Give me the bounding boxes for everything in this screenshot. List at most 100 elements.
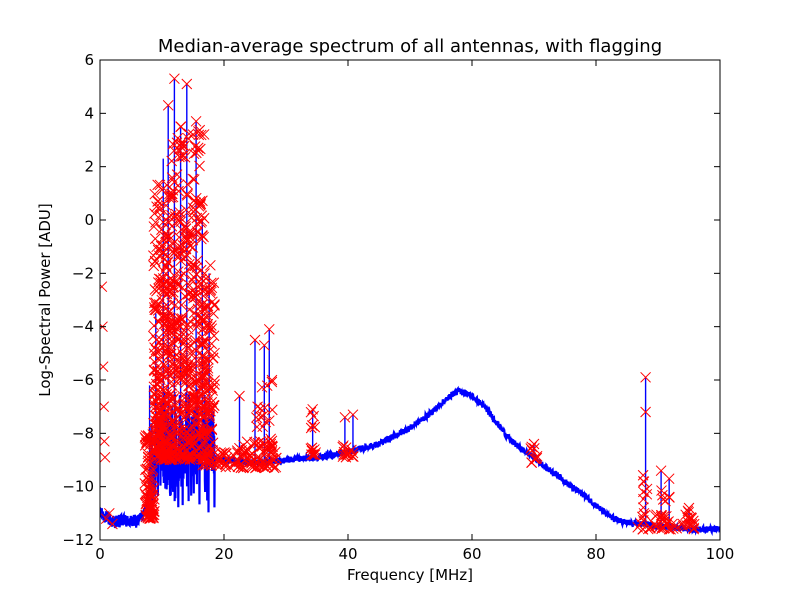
flag-marker xyxy=(193,145,204,157)
flag-marker xyxy=(248,438,260,450)
flag-marker xyxy=(188,148,200,160)
flag-marker xyxy=(171,403,182,415)
flag-marker xyxy=(180,204,192,216)
plot-frame xyxy=(99,59,721,541)
flag-marker xyxy=(177,142,188,154)
flag-marker xyxy=(174,424,185,436)
flag-marker xyxy=(155,240,167,252)
flag-marker xyxy=(188,174,200,185)
flag-marker xyxy=(166,192,177,203)
flag-marker xyxy=(177,390,188,402)
flag-marker xyxy=(170,299,181,311)
flag-marker xyxy=(184,279,195,291)
flag-marker xyxy=(305,422,317,434)
flag-marker xyxy=(235,462,247,474)
flag-marker xyxy=(661,510,672,522)
flag-marker xyxy=(339,411,351,423)
flag-marker xyxy=(206,423,218,435)
flag-marker xyxy=(186,226,198,238)
flag-marker xyxy=(205,277,217,289)
flag-marker xyxy=(162,398,173,409)
flag-marker xyxy=(682,517,694,528)
flag-marker xyxy=(199,284,211,296)
flag-marker xyxy=(197,436,209,448)
flag-marker xyxy=(206,424,218,436)
flag-marker xyxy=(184,304,195,316)
flag-marker xyxy=(209,375,221,386)
flag-marker xyxy=(186,450,197,462)
flag-marker xyxy=(142,471,154,482)
flag-marker xyxy=(200,336,212,348)
flag-marker xyxy=(148,320,160,332)
flag-marker xyxy=(241,436,253,448)
flag-marker xyxy=(190,115,202,127)
flag-marker xyxy=(198,411,210,423)
flag-marker xyxy=(640,406,651,418)
flag-marker xyxy=(167,138,179,150)
flag-marker xyxy=(152,196,163,207)
flag-marker xyxy=(192,374,203,385)
flag-marker xyxy=(176,430,187,441)
flag-marker xyxy=(686,518,698,530)
flag-marker xyxy=(198,231,209,243)
flag-marker xyxy=(176,224,187,235)
flag-marker xyxy=(637,476,649,487)
series-layer xyxy=(100,73,720,537)
flag-marker xyxy=(161,288,173,300)
flag-marker xyxy=(667,523,679,534)
flag-marker xyxy=(172,334,184,346)
flag-marker xyxy=(247,461,259,473)
flag-marker xyxy=(190,288,202,299)
flag-marker xyxy=(528,438,540,450)
flag-marker xyxy=(208,399,220,411)
flag-marker xyxy=(194,160,205,172)
flag-marker xyxy=(309,421,321,433)
flag-marker xyxy=(197,315,209,327)
flag-marker xyxy=(166,380,178,391)
flag-marker xyxy=(148,488,159,500)
flag-marker xyxy=(153,420,165,431)
flag-marker xyxy=(155,274,166,285)
y-tick-label: −2 xyxy=(72,264,94,282)
flag-marker xyxy=(152,361,163,373)
flag-marker xyxy=(174,207,186,218)
flag-marker xyxy=(202,365,214,377)
flag-marker xyxy=(642,523,654,535)
flag-marker xyxy=(263,323,275,335)
flag-marker xyxy=(168,247,180,259)
flag-marker xyxy=(204,409,216,421)
flag-marker xyxy=(199,352,211,364)
flag-marker xyxy=(657,494,669,505)
flag-marker xyxy=(176,282,188,293)
flag-marker xyxy=(340,442,352,453)
x-tick-label: 0 xyxy=(95,545,105,563)
flag-marker xyxy=(172,214,184,226)
flag-marker xyxy=(188,271,200,283)
flag-marker xyxy=(201,369,213,380)
flag-marker xyxy=(159,449,171,460)
flag-marker xyxy=(181,408,192,420)
flag-marker xyxy=(525,443,537,454)
flag-marker xyxy=(310,447,322,458)
flag-marker xyxy=(207,352,219,364)
y-tick-label: 0 xyxy=(84,211,94,229)
flag-marker xyxy=(683,502,695,514)
flag-marker xyxy=(156,411,168,423)
flag-marker xyxy=(162,99,174,111)
flag-marker xyxy=(657,489,668,501)
flag-marker xyxy=(224,461,236,473)
flag-marker xyxy=(172,314,184,326)
flag-marker xyxy=(193,215,205,227)
flag-marker xyxy=(637,486,649,498)
flag-marker xyxy=(179,290,191,302)
flag-marker xyxy=(100,281,108,293)
flag-marker xyxy=(182,428,193,439)
flag-marker xyxy=(343,447,354,459)
flag-marker xyxy=(100,361,109,373)
flag-marker xyxy=(266,374,278,386)
flag-marker xyxy=(187,202,199,214)
flag-marker xyxy=(202,378,214,390)
flag-marker xyxy=(196,273,207,285)
flag-marker xyxy=(206,338,217,350)
